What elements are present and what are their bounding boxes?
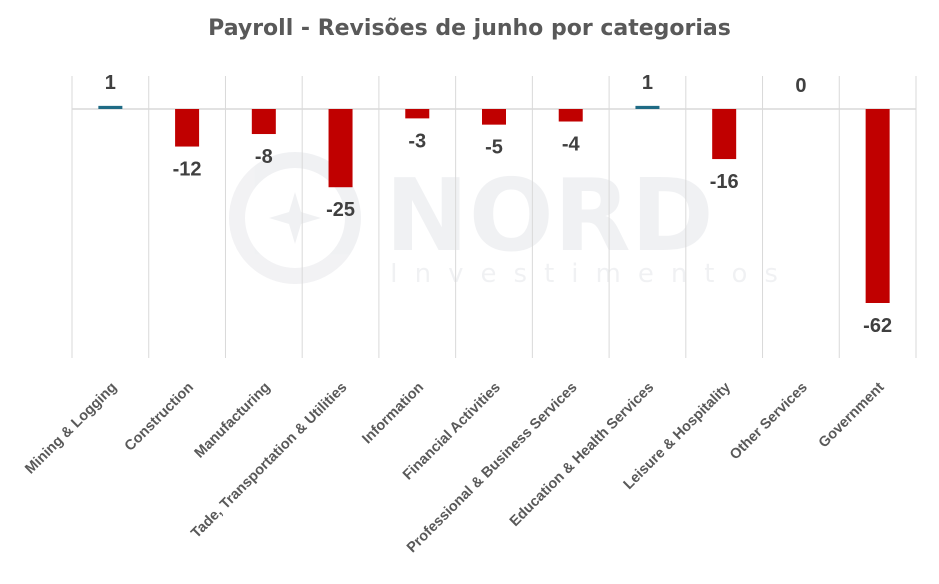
category-label: Professional & Business Services [404, 380, 581, 557]
category-label: Manufacturing [192, 380, 274, 462]
category-label: Construction [122, 380, 197, 455]
bar [712, 109, 737, 160]
data-label: 0 [795, 75, 806, 97]
chart-data-labels: 1 -12 -8 -25 -3 -5 -4 1 -16 0 -62 [105, 72, 892, 337]
category-label: Other Services [727, 380, 811, 464]
bar [405, 109, 430, 119]
data-label: -5 [485, 137, 503, 159]
category-label: Information [359, 380, 427, 448]
category-label: Mining & Logging [22, 380, 120, 478]
bar [98, 105, 123, 109]
bar [328, 109, 353, 188]
category-label: Government [816, 379, 888, 451]
category-label: Education & Health Services [507, 380, 657, 530]
data-label: 1 [642, 72, 653, 94]
chart-bars [98, 105, 890, 303]
data-label: -8 [255, 146, 273, 168]
data-label: -12 [173, 159, 202, 181]
bar [865, 109, 890, 303]
chart-title: Payroll - Revisões de junho por categori… [208, 16, 731, 41]
bar [175, 109, 200, 147]
category-label: Tade, Transportation & Utilities [188, 380, 350, 542]
data-label: -62 [863, 315, 892, 337]
data-label: -16 [710, 171, 739, 193]
data-label: -25 [326, 199, 355, 221]
bar [482, 109, 506, 125]
data-label: -3 [408, 130, 426, 152]
bar [251, 109, 276, 135]
chart-category-labels: Mining & Logging ConstructionManufacturin… [22, 379, 887, 556]
data-label: 1 [105, 72, 116, 94]
data-label: -4 [562, 134, 581, 156]
bar [635, 105, 660, 109]
bar [558, 109, 583, 122]
